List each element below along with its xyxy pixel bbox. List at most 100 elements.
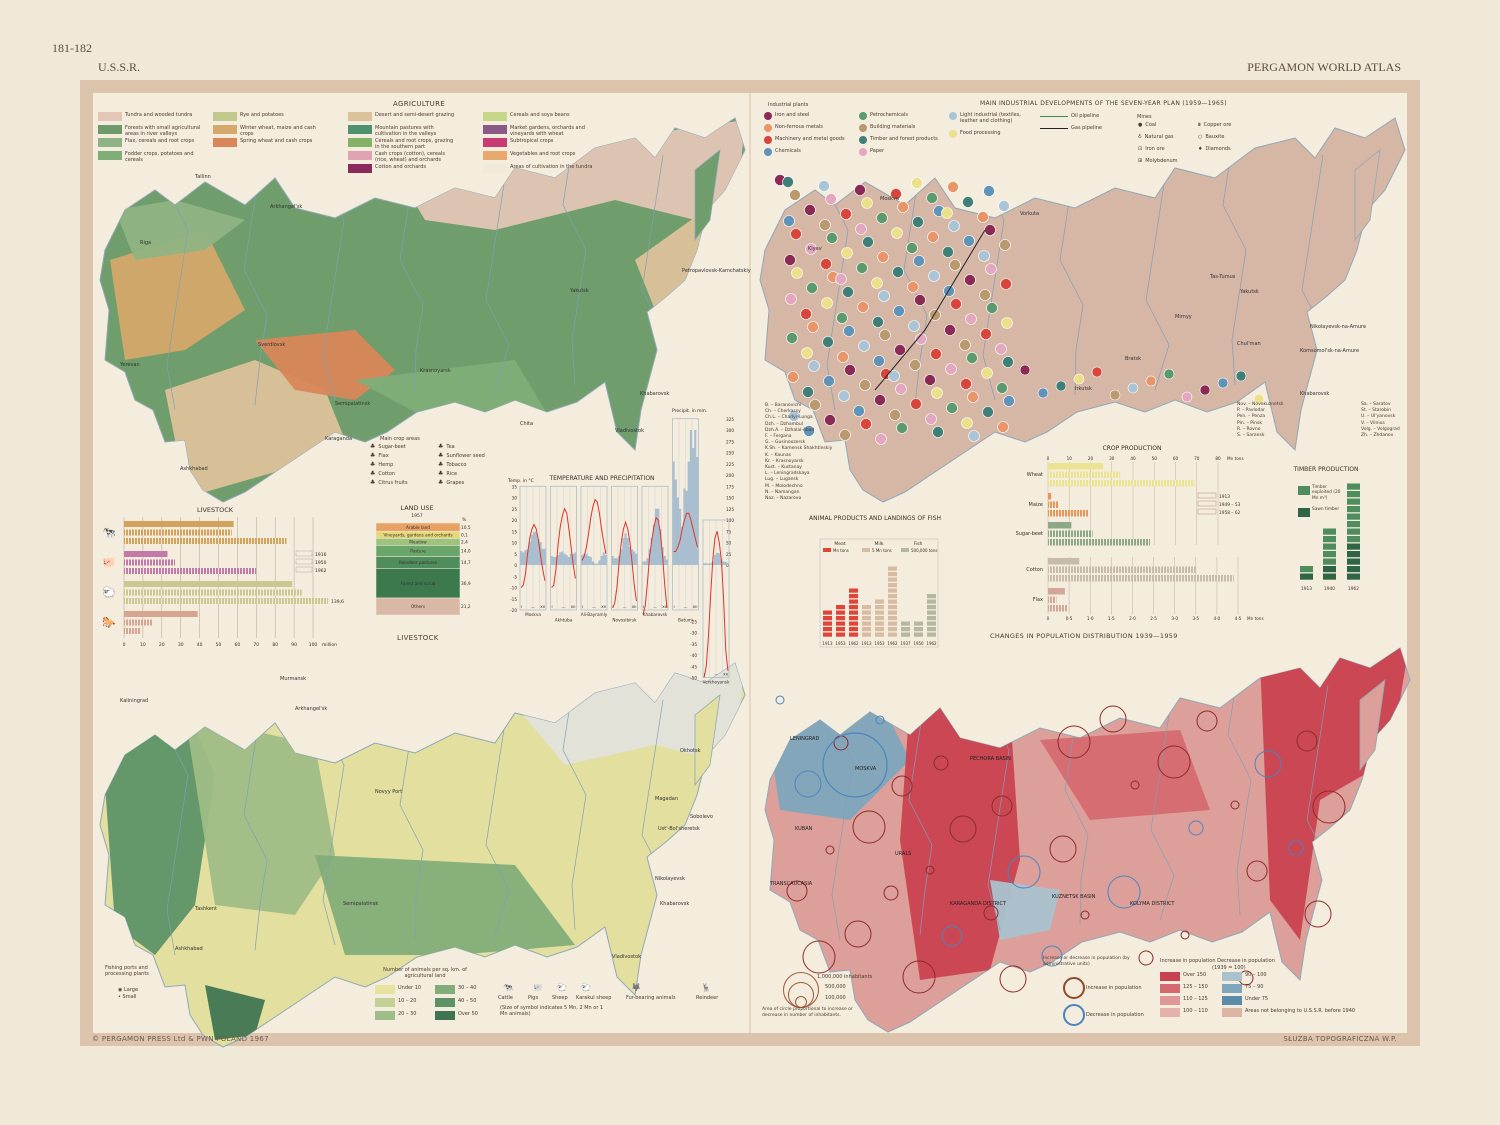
industrial-plant-marker[interactable] <box>854 184 866 196</box>
industrial-plant-marker[interactable] <box>962 196 974 208</box>
industrial-plant-marker[interactable] <box>946 402 958 414</box>
population-change-circle[interactable] <box>825 845 835 855</box>
industrial-plant-marker[interactable] <box>783 215 795 227</box>
industrial-plant-marker[interactable] <box>871 277 883 289</box>
industrial-plant-marker[interactable] <box>986 302 998 314</box>
industrial-plant-marker[interactable] <box>1127 382 1139 394</box>
industrial-plant-marker[interactable] <box>800 308 812 320</box>
industrial-plant-marker[interactable] <box>1181 391 1193 403</box>
industrial-plant-marker[interactable] <box>820 258 832 270</box>
industrial-plant-marker[interactable] <box>1199 384 1211 396</box>
industrial-plant-marker[interactable] <box>983 185 995 197</box>
industrial-plant-marker[interactable] <box>806 282 818 294</box>
industrial-plant-marker[interactable] <box>859 379 871 391</box>
industrial-plant-marker[interactable] <box>892 266 904 278</box>
industrial-plant-marker[interactable] <box>787 371 799 383</box>
population-change-circle[interactable] <box>1188 820 1204 836</box>
population-change-circle[interactable] <box>1041 945 1063 967</box>
industrial-plant-marker[interactable] <box>823 375 835 387</box>
industrial-plant-marker[interactable] <box>924 374 936 386</box>
industrial-plant-marker[interactable] <box>782 176 794 188</box>
industrial-plant-marker[interactable] <box>802 386 814 398</box>
industrial-plant-marker[interactable] <box>914 294 926 306</box>
population-change-circle[interactable] <box>925 865 935 875</box>
industrial-plant-marker[interactable] <box>997 421 1009 433</box>
industrial-plant-marker[interactable] <box>853 405 865 417</box>
industrial-plant-marker[interactable] <box>943 285 955 297</box>
industrial-plant-marker[interactable] <box>949 259 961 271</box>
industrial-plant-marker[interactable] <box>805 243 817 255</box>
industrial-plant-marker[interactable] <box>909 359 921 371</box>
industrial-plant-marker[interactable] <box>1109 389 1121 401</box>
industrial-plant-marker[interactable] <box>888 370 900 382</box>
industrial-plant-marker[interactable] <box>947 181 959 193</box>
industrial-plant-marker[interactable] <box>1253 393 1265 405</box>
industrial-plant-marker[interactable] <box>911 177 923 189</box>
industrial-plant-marker[interactable] <box>860 418 872 430</box>
industrial-plant-marker[interactable] <box>788 410 800 422</box>
population-change-circle[interactable] <box>941 925 963 947</box>
industrial-plant-marker[interactable] <box>801 347 813 359</box>
industrial-plant-marker[interactable] <box>945 363 957 375</box>
population-change-circle[interactable] <box>1180 930 1190 940</box>
industrial-plant-marker[interactable] <box>942 246 954 258</box>
industrial-plant-marker[interactable] <box>998 200 1010 212</box>
industrial-plant-marker[interactable] <box>873 355 885 367</box>
industrial-plant-marker[interactable] <box>890 188 902 200</box>
industrial-plant-marker[interactable] <box>982 406 994 418</box>
industrial-plant-marker[interactable] <box>874 394 886 406</box>
agriculture-map[interactable] <box>99 117 746 503</box>
industrial-plant-marker[interactable] <box>790 228 802 240</box>
industrial-plant-marker[interactable] <box>1002 356 1014 368</box>
population-change-circle[interactable] <box>933 755 949 771</box>
population-change-circle[interactable] <box>1130 780 1140 790</box>
industrial-plant-marker[interactable] <box>995 343 1007 355</box>
industrial-plant-marker[interactable] <box>941 207 953 219</box>
population-change-circle[interactable] <box>822 732 888 798</box>
industrial-plant-marker[interactable] <box>1037 387 1049 399</box>
industrial-plant-marker[interactable] <box>844 364 856 376</box>
population-change-circle[interactable] <box>1296 730 1318 752</box>
industrial-plant-marker[interactable] <box>826 232 838 244</box>
industrial-plant-marker[interactable] <box>925 413 937 425</box>
population-change-circle[interactable] <box>802 940 836 974</box>
population-change-circle[interactable] <box>1230 800 1240 810</box>
industrial-plant-marker[interactable] <box>963 235 975 247</box>
industrial-plant-marker[interactable] <box>981 367 993 379</box>
industrial-plant-marker[interactable] <box>822 336 834 348</box>
industrial-plant-marker[interactable] <box>928 270 940 282</box>
industrial-plant-marker[interactable] <box>1217 377 1229 389</box>
industrial-plant-marker[interactable] <box>785 293 797 305</box>
industrial-plant-marker[interactable] <box>977 211 989 223</box>
industrial-plant-marker[interactable] <box>1235 370 1247 382</box>
livestock-map[interactable] <box>99 655 746 1048</box>
industrial-plant-marker[interactable] <box>862 236 874 248</box>
industrial-plant-marker[interactable] <box>807 321 819 333</box>
population-change-circle[interactable] <box>1157 745 1191 779</box>
industrial-plant-marker[interactable] <box>959 339 971 351</box>
industrial-plant-marker[interactable] <box>927 231 939 243</box>
industrial-plant-marker[interactable] <box>809 399 821 411</box>
industrial-plant-marker[interactable] <box>950 298 962 310</box>
industrial-plant-marker[interactable] <box>908 320 920 332</box>
industrial-plant-marker[interactable] <box>944 324 956 336</box>
industrial-plant-marker[interactable] <box>825 193 837 205</box>
industrial-plant-marker[interactable] <box>876 212 888 224</box>
industrial-plant-marker[interactable] <box>786 332 798 344</box>
industrial-plant-marker[interactable] <box>837 351 849 363</box>
industrial-plant-marker[interactable] <box>835 273 847 285</box>
industrial-plant-marker[interactable] <box>895 383 907 395</box>
industrial-plant-marker[interactable] <box>856 262 868 274</box>
population-change-circle[interactable] <box>1049 835 1077 863</box>
population-change-circle[interactable] <box>1080 910 1090 920</box>
industrial-plant-marker[interactable] <box>894 344 906 356</box>
industrial-plant-marker[interactable] <box>964 274 976 286</box>
industrial-plant-marker[interactable] <box>789 189 801 201</box>
industrial-plant-marker[interactable] <box>1163 368 1175 380</box>
industrial-plant-marker[interactable] <box>839 429 851 441</box>
population-change-circle[interactable] <box>983 905 999 921</box>
industrial-plant-marker[interactable] <box>897 201 909 213</box>
industrial-plant-marker[interactable] <box>985 263 997 275</box>
industrial-plant-marker[interactable] <box>960 378 972 390</box>
population-change-circle[interactable] <box>891 775 913 797</box>
